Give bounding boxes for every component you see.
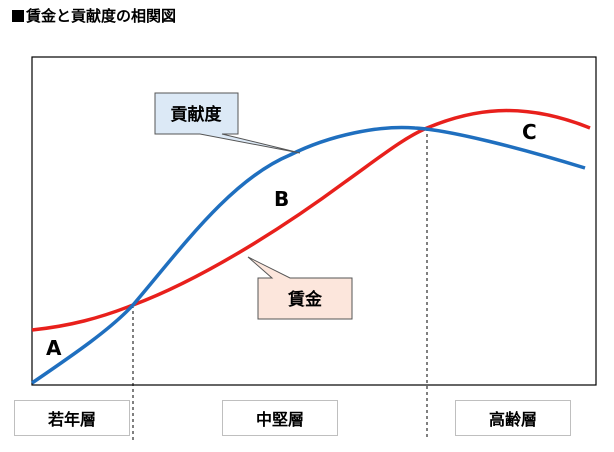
contribution-callout-label: 貢献度 <box>171 104 223 125</box>
title-text: 賃金と貢献度の相関図 <box>26 7 177 25</box>
stage-young-label: 若年層 <box>47 410 96 429</box>
stage-young: 若年層 <box>14 400 130 436</box>
wage-callout <box>247 256 353 320</box>
wage-curve <box>31 108 591 332</box>
contribution-callout <box>154 92 301 154</box>
stage-mid: 中堅層 <box>222 400 338 436</box>
contribution-curve <box>31 125 586 385</box>
square-bullet-icon <box>12 10 24 22</box>
stage-senior-label: 高齢層 <box>488 410 537 429</box>
stage-senior: 高齢層 <box>455 400 571 436</box>
plot-frame <box>31 56 597 386</box>
point-c-label: C <box>522 120 537 144</box>
stage-mid-label: 中堅層 <box>255 410 304 429</box>
wage-callout-label: 賃金 <box>287 289 323 310</box>
diagram-title: 賃金と貢献度の相関図 <box>12 5 176 26</box>
point-a-label: A <box>46 336 62 360</box>
point-b-label: B <box>274 187 289 211</box>
